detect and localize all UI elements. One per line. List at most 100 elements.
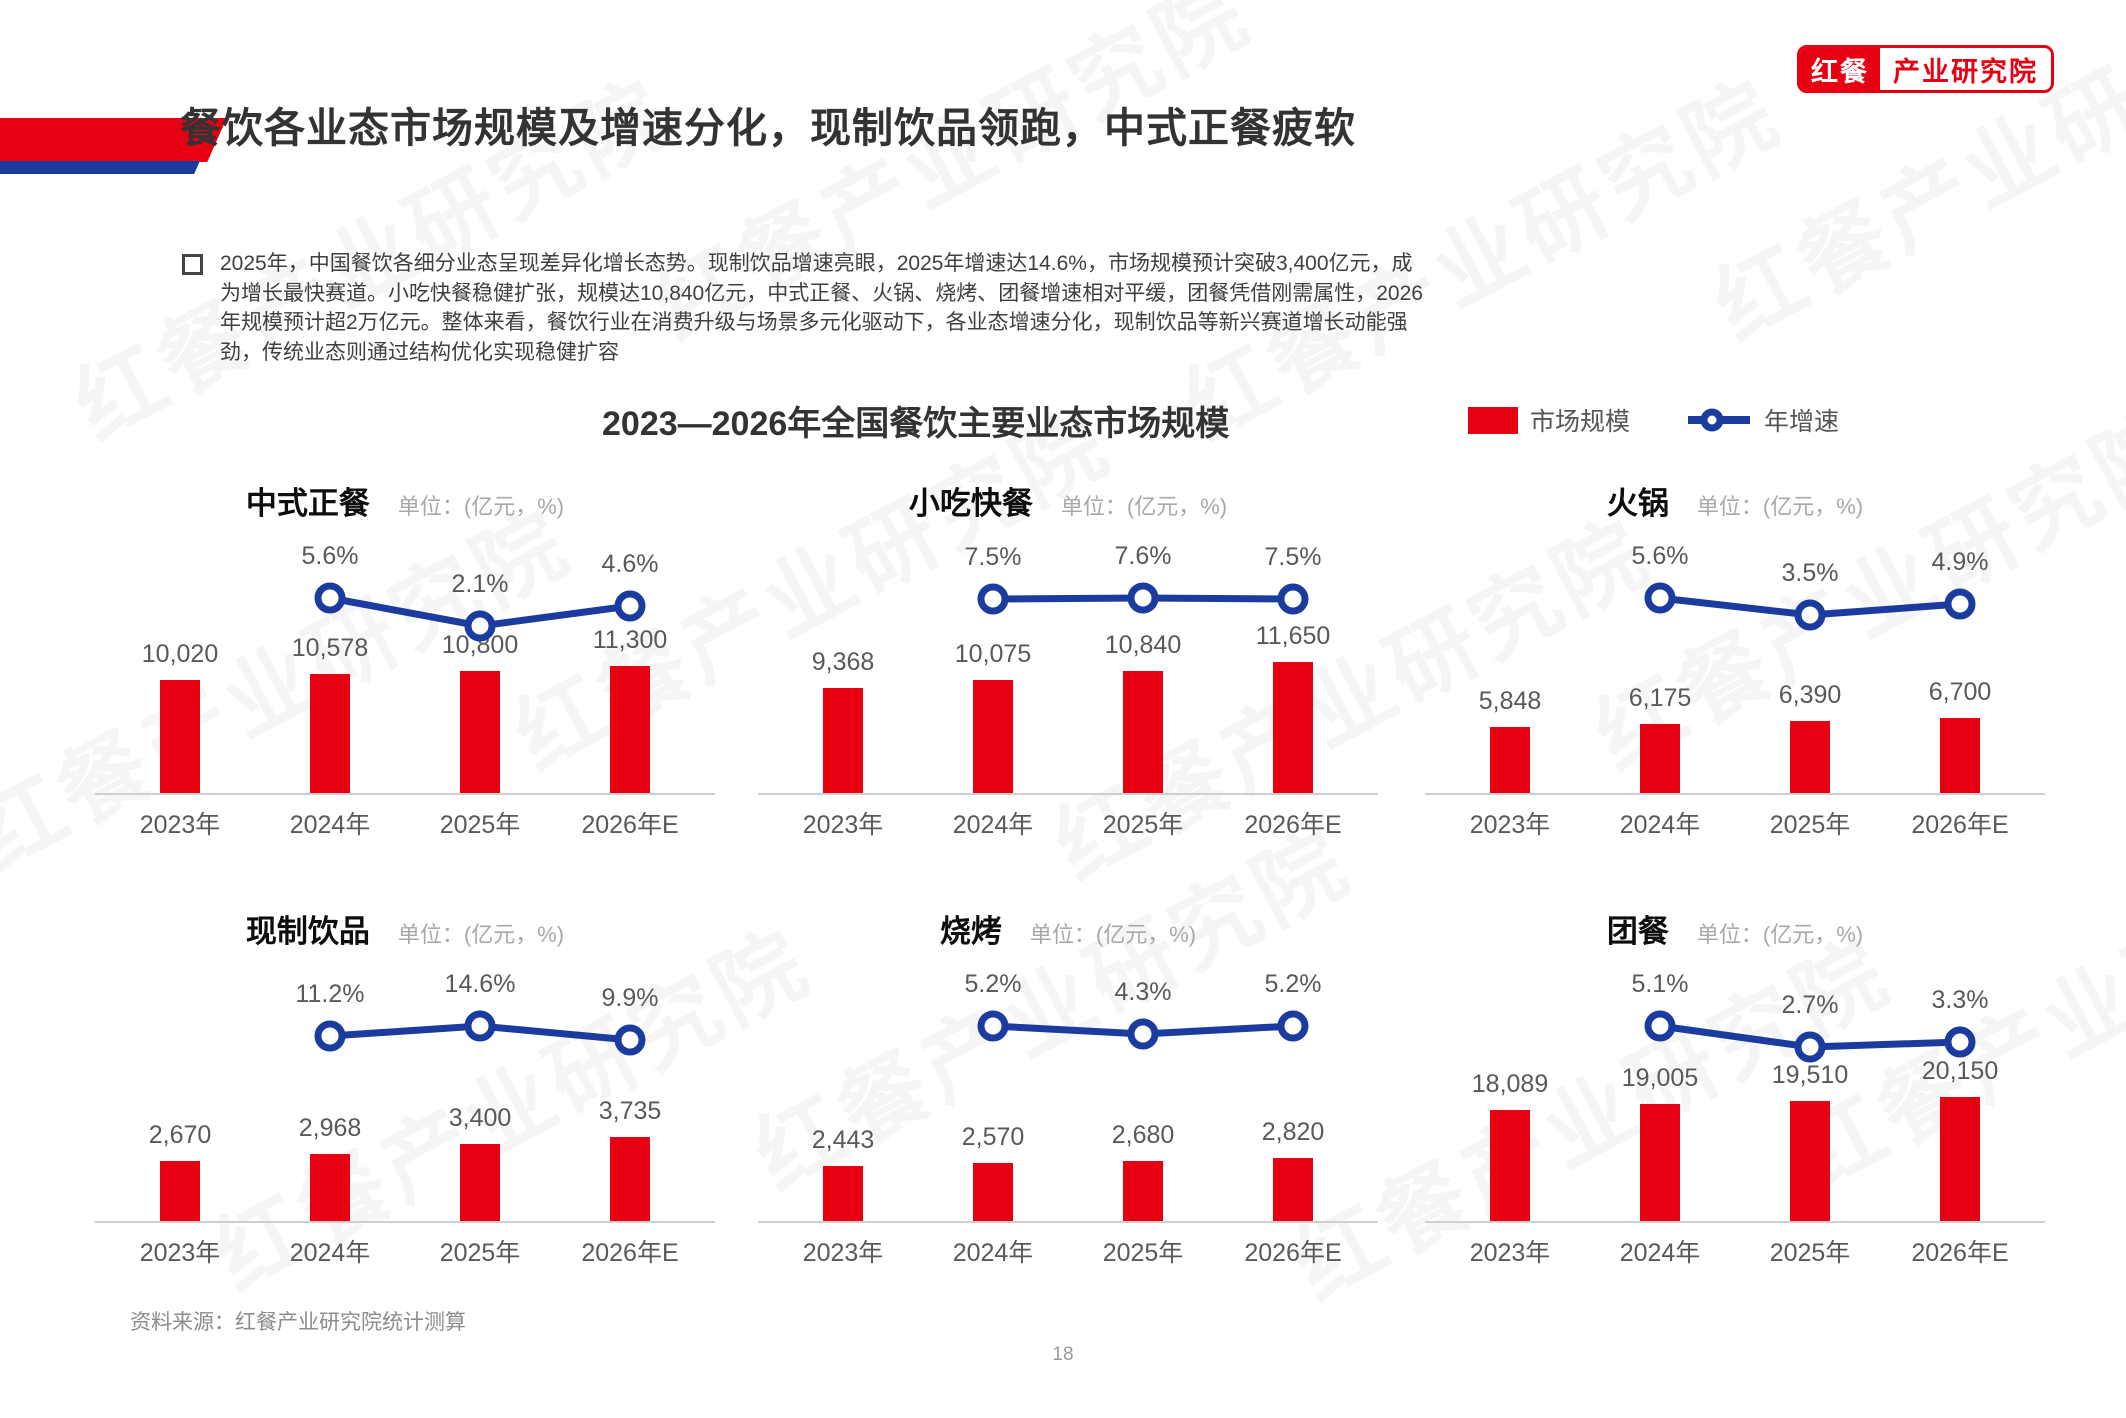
bar-2025年 bbox=[1790, 721, 1830, 793]
growth-marker bbox=[1644, 582, 1676, 614]
chart-unit: 单位：(亿元，%) bbox=[1060, 494, 1228, 519]
bar-2023年 bbox=[823, 1166, 863, 1221]
growth-label: 3.3% bbox=[1931, 986, 1989, 1014]
x-axis-labels: 2023年 2024年 2025年 2026年E bbox=[1435, 1233, 2035, 1267]
page-number: 18 bbox=[1052, 1344, 1074, 1365]
bar-value-label: 20,150 bbox=[1921, 1057, 1999, 1085]
logo-suffix-text: 产业研究院 bbox=[1880, 48, 2051, 90]
growth-line bbox=[1644, 1010, 1976, 1063]
bar-value-label: 3,400 bbox=[448, 1104, 512, 1132]
x-tick-label: 2025年 bbox=[439, 811, 521, 839]
bar-value-label: 18,089 bbox=[1471, 1070, 1549, 1098]
growth-line bbox=[977, 1010, 1309, 1050]
growth-marker bbox=[1644, 1010, 1676, 1042]
x-tick-label: 2025年 bbox=[1102, 1239, 1184, 1267]
bar-value-label: 19,005 bbox=[1621, 1064, 1699, 1092]
x-tick-label: 2023年 bbox=[802, 811, 884, 839]
bar-2023年 bbox=[160, 680, 200, 793]
bar-value-label: 9,368 bbox=[811, 648, 875, 676]
growth-label: 5.6% bbox=[301, 542, 359, 570]
x-tick-label: 2025年 bbox=[1769, 811, 1851, 839]
bar-2025年 bbox=[1123, 1161, 1163, 1221]
plot-area: 18,089 19,005 19,510 20,150 5.1% 2.7% 3.3% bbox=[1425, 966, 2045, 1223]
growth-label: 11.2% bbox=[295, 980, 365, 1008]
bar-2026年E bbox=[1940, 1097, 1980, 1221]
bar-2025年 bbox=[1790, 1101, 1830, 1221]
growth-label: 5.1% bbox=[1631, 970, 1689, 998]
bar-2023年 bbox=[160, 1161, 200, 1221]
x-axis-line bbox=[758, 793, 1378, 795]
chart-unit: 单位：(亿元，%) bbox=[1696, 494, 1864, 519]
growth-marker bbox=[977, 583, 1009, 615]
x-axis-line bbox=[1425, 793, 2045, 795]
plot-area: 2,443 2,570 2,680 2,820 5.2% 4.3% 5.2% bbox=[758, 966, 1378, 1223]
x-axis-labels: 2023年 2024年 2025年 2026年E bbox=[105, 1233, 705, 1267]
chart-unit: 单位：(亿元，%) bbox=[1696, 922, 1864, 947]
chart-subtitle: 火锅 单位：(亿元，%) bbox=[1425, 478, 2045, 524]
growth-label: 5.6% bbox=[1631, 542, 1689, 570]
chart-group-catering: 团餐 单位：(亿元，%) 18,089 19,005 19,510 20,150 5.1… bbox=[1425, 906, 2045, 1298]
bar-2026年E bbox=[1273, 1158, 1313, 1221]
chart-bbq: 烧烤 单位：(亿元，%) 2,443 2,570 2,680 2,820 5.2% 4.3… bbox=[758, 906, 1378, 1298]
x-tick-label: 2024年 bbox=[289, 811, 371, 839]
growth-marker bbox=[1944, 1026, 1976, 1058]
growth-label: 2.7% bbox=[1781, 991, 1839, 1019]
x-tick-label: 2026年E bbox=[581, 1239, 679, 1267]
x-tick-label: 2024年 bbox=[1619, 1239, 1701, 1267]
x-axis-labels: 2023年 2024年 2025年 2026年E bbox=[1435, 805, 2035, 839]
x-tick-label: 2026年E bbox=[1244, 1239, 1342, 1267]
summary-text: 2025年，中国餐饮各细分业态呈现差异化增长态势。现制饮品增速亮眼，2025年增… bbox=[220, 252, 1423, 364]
plot-area: 5,848 6,175 6,390 6,700 5.6% 3.5% 4.9% bbox=[1425, 538, 2045, 795]
growth-marker bbox=[464, 1010, 496, 1042]
chart-chinese-dinner: 中式正餐 单位：(亿元，%) 10,020 10,578 10,800 11,300 5… bbox=[95, 478, 715, 870]
chart-unit: 单位：(亿元，%) bbox=[1029, 922, 1197, 947]
plot-area: 9,368 10,075 10,840 11,650 7.5% 7.6% 7.5% bbox=[758, 538, 1378, 795]
x-tick-label: 2026年E bbox=[1911, 1239, 2009, 1267]
growth-label: 2.1% bbox=[451, 570, 509, 598]
growth-line bbox=[314, 1010, 646, 1056]
growth-line bbox=[314, 582, 646, 642]
growth-label: 7.6% bbox=[1114, 542, 1172, 570]
growth-label: 7.5% bbox=[1264, 543, 1322, 571]
x-tick-label: 2025年 bbox=[1102, 811, 1184, 839]
bar-2025年 bbox=[460, 1144, 500, 1221]
chart-unit: 单位：(亿元，%) bbox=[397, 494, 565, 519]
bar-value-label: 11,650 bbox=[1255, 622, 1331, 650]
growth-marker bbox=[1277, 1010, 1309, 1042]
bar-2024年 bbox=[973, 1163, 1013, 1221]
x-axis-labels: 2023年 2024年 2025年 2026年E bbox=[105, 805, 705, 839]
x-tick-label: 2025年 bbox=[439, 1239, 521, 1267]
bar-2025年 bbox=[1123, 671, 1163, 793]
bar-legend-swatch bbox=[1468, 406, 1518, 434]
x-tick-label: 2023年 bbox=[139, 1239, 221, 1267]
bar-value-label: 11,300 bbox=[592, 626, 668, 654]
growth-line bbox=[977, 582, 1309, 615]
bar-value-label: 2,968 bbox=[298, 1114, 362, 1142]
logo-brand-text: 红餐 bbox=[1800, 48, 1880, 90]
bar-2026年E bbox=[1273, 662, 1313, 793]
bar-value-label: 19,510 bbox=[1771, 1061, 1849, 1089]
bar-2024年 bbox=[973, 680, 1013, 793]
summary-bullet: 2025年，中国餐饮各细分业态呈现差异化增长态势。现制饮品增速亮眼，2025年增… bbox=[182, 249, 1432, 367]
bar-value-label: 10,840 bbox=[1104, 631, 1182, 659]
growth-label: 5.2% bbox=[964, 970, 1022, 998]
title-decoration-blue bbox=[0, 161, 200, 174]
bar-2026年E bbox=[610, 666, 650, 793]
x-tick-label: 2023年 bbox=[1469, 1239, 1551, 1267]
x-axis-line bbox=[95, 1221, 715, 1223]
chart-name: 小吃快餐 bbox=[908, 486, 1033, 521]
chart-subtitle: 现制饮品 单位：(亿元，%) bbox=[95, 906, 715, 952]
growth-marker bbox=[1277, 583, 1309, 615]
chart-title: 2023—2026年全国餐饮主要业态市场规模 bbox=[602, 405, 1230, 443]
bar-2023年 bbox=[1490, 1110, 1530, 1221]
growth-line bbox=[1644, 582, 1976, 631]
bar-value-label: 2,820 bbox=[1261, 1118, 1325, 1146]
growth-label: 14.6% bbox=[444, 970, 516, 998]
x-axis-line bbox=[758, 1221, 1378, 1223]
x-axis-labels: 2023年 2024年 2025年 2026年E bbox=[768, 805, 1368, 839]
growth-marker bbox=[1944, 588, 1976, 620]
source-note: 资料来源：红餐产业研究院统计测算 bbox=[130, 1311, 466, 1334]
bar-value-label: 10,020 bbox=[141, 640, 219, 668]
line-legend-icon bbox=[1688, 408, 1751, 432]
